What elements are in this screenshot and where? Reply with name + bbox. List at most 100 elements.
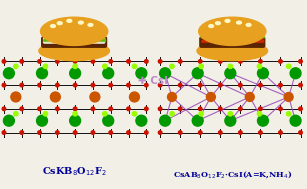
- Circle shape: [91, 83, 95, 87]
- Circle shape: [136, 68, 147, 79]
- Circle shape: [38, 131, 41, 134]
- Circle shape: [38, 60, 41, 63]
- Circle shape: [279, 131, 282, 134]
- Circle shape: [219, 107, 222, 111]
- Circle shape: [290, 68, 301, 79]
- Circle shape: [3, 68, 14, 79]
- Ellipse shape: [237, 21, 241, 24]
- Circle shape: [199, 112, 203, 116]
- Circle shape: [43, 112, 48, 116]
- Circle shape: [258, 107, 262, 111]
- Circle shape: [299, 83, 302, 87]
- Ellipse shape: [79, 21, 83, 24]
- Circle shape: [2, 83, 6, 87]
- Circle shape: [91, 107, 95, 111]
- Circle shape: [239, 131, 242, 134]
- Circle shape: [132, 64, 137, 68]
- Circle shape: [225, 115, 236, 126]
- Circle shape: [228, 112, 232, 116]
- Circle shape: [178, 83, 182, 87]
- Ellipse shape: [216, 22, 220, 25]
- Ellipse shape: [199, 17, 266, 46]
- Circle shape: [109, 83, 112, 87]
- Circle shape: [109, 131, 112, 134]
- Circle shape: [219, 83, 222, 87]
- Circle shape: [170, 112, 174, 116]
- Circle shape: [103, 64, 107, 68]
- FancyBboxPatch shape: [44, 38, 105, 43]
- Circle shape: [91, 60, 95, 63]
- Circle shape: [245, 93, 254, 101]
- Circle shape: [20, 83, 24, 87]
- Ellipse shape: [39, 41, 109, 61]
- Circle shape: [145, 131, 148, 134]
- Circle shape: [20, 107, 24, 111]
- Circle shape: [127, 83, 130, 87]
- Circle shape: [73, 131, 77, 134]
- Circle shape: [56, 107, 59, 111]
- FancyBboxPatch shape: [200, 37, 265, 47]
- Circle shape: [279, 60, 282, 63]
- Circle shape: [14, 64, 18, 68]
- Circle shape: [38, 83, 41, 87]
- Circle shape: [299, 107, 302, 111]
- Ellipse shape: [225, 19, 230, 22]
- Circle shape: [20, 60, 24, 63]
- Circle shape: [257, 64, 262, 68]
- Circle shape: [73, 64, 77, 68]
- Circle shape: [3, 115, 14, 126]
- Circle shape: [11, 92, 21, 102]
- Circle shape: [239, 83, 242, 87]
- Circle shape: [258, 83, 262, 87]
- Circle shape: [136, 115, 147, 126]
- Circle shape: [103, 112, 107, 116]
- Circle shape: [258, 60, 262, 63]
- Circle shape: [279, 107, 282, 111]
- Circle shape: [73, 83, 77, 87]
- Circle shape: [127, 107, 130, 111]
- Circle shape: [286, 112, 291, 116]
- Circle shape: [192, 115, 203, 126]
- Circle shape: [109, 107, 112, 111]
- Circle shape: [168, 93, 177, 101]
- Circle shape: [73, 112, 77, 116]
- Circle shape: [290, 115, 301, 126]
- Circle shape: [37, 68, 48, 79]
- Circle shape: [228, 64, 232, 68]
- Text: ✚ CsI: ✚ CsI: [138, 76, 168, 86]
- Circle shape: [299, 60, 302, 63]
- Circle shape: [70, 115, 80, 126]
- Circle shape: [103, 115, 114, 126]
- Text: CsKB$_8$O$_{12}$F$_2$: CsKB$_8$O$_{12}$F$_2$: [42, 165, 107, 177]
- Circle shape: [284, 93, 293, 101]
- Circle shape: [2, 131, 6, 134]
- Circle shape: [198, 131, 202, 134]
- Circle shape: [279, 83, 282, 87]
- Circle shape: [170, 64, 174, 68]
- Circle shape: [2, 107, 6, 111]
- Ellipse shape: [67, 19, 72, 22]
- Circle shape: [219, 131, 222, 134]
- Ellipse shape: [41, 17, 108, 46]
- Circle shape: [199, 64, 203, 68]
- Circle shape: [130, 92, 139, 102]
- Circle shape: [56, 131, 59, 134]
- Circle shape: [258, 68, 268, 79]
- Circle shape: [132, 112, 137, 116]
- Circle shape: [103, 68, 114, 79]
- Circle shape: [73, 107, 77, 111]
- Circle shape: [158, 83, 162, 87]
- Circle shape: [158, 60, 162, 63]
- Ellipse shape: [246, 23, 251, 26]
- Circle shape: [160, 115, 170, 126]
- Circle shape: [178, 60, 182, 63]
- Circle shape: [219, 60, 222, 63]
- Circle shape: [70, 68, 80, 79]
- Ellipse shape: [88, 23, 93, 26]
- FancyBboxPatch shape: [42, 37, 107, 47]
- Circle shape: [198, 107, 202, 111]
- Circle shape: [158, 131, 162, 134]
- Circle shape: [239, 107, 242, 111]
- Circle shape: [239, 60, 242, 63]
- Circle shape: [198, 83, 202, 87]
